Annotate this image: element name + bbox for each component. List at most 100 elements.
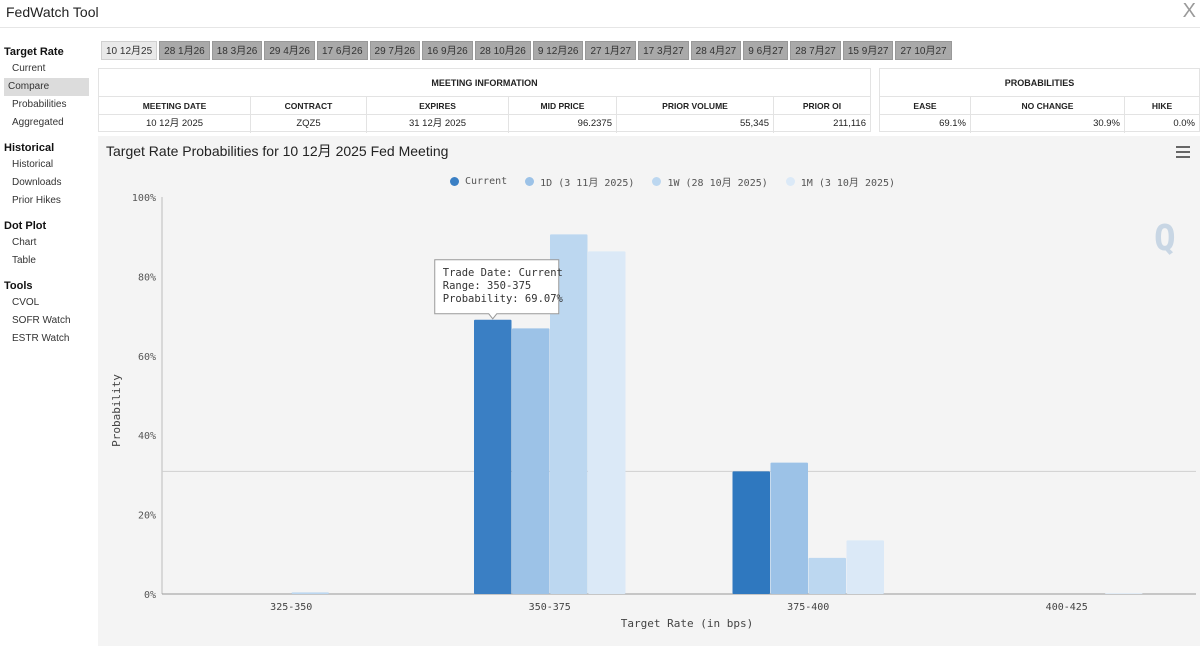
bar-350-375-series-3[interactable] <box>588 251 626 594</box>
tab-meeting-4[interactable]: 17 6月26 <box>316 41 368 60</box>
sidebar-heading-dot-plot: Dot Plot <box>4 220 47 232</box>
chart-legend: Current 1D (3 11月 2025) 1W (28 10月 2025) 1M… <box>450 174 913 189</box>
value-probabilities-2: 0.0% <box>1173 118 1195 129</box>
sidebar-section-target-rate: Target Rate Current Compare Probabilities Ag… <box>0 44 96 132</box>
header-probabilities-1: NO CHANGE <box>971 97 1125 114</box>
sidebar-item-probabilities[interactable]: Probabilities <box>12 99 67 110</box>
value-probabilities-0: 69.1% <box>880 115 971 133</box>
x-tick-label: 375-400 <box>787 602 829 613</box>
header-meeting-info-0: MEETING DATE <box>99 97 251 114</box>
tab-meeting-5[interactable]: 29 7月26 <box>369 41 421 60</box>
sidebar-item-estr-watch[interactable]: ESTR Watch <box>12 333 70 344</box>
meeting-information-panel: MEETING INFORMATION MEETING DATE CONTRACT… <box>98 68 871 133</box>
probabilities-value-row: 69.1% 30.9% 0.0% <box>880 115 1199 133</box>
y-tick-label: 40% <box>138 431 156 442</box>
sidebar-item-sofr-watch[interactable]: SOFR Watch <box>12 315 71 326</box>
tab-meeting-10[interactable]: 17 3月27 <box>638 41 689 60</box>
legend-item-3[interactable]: 1M (3 10月 2025) <box>785 174 896 189</box>
bar-chart: 0% 20% 40% 60% 80% 100% 325-350 350-375 375-400 4… <box>110 193 1196 630</box>
tab-meeting-8[interactable]: 9 12月26 <box>532 41 584 60</box>
sidebar-section-historical: Historical Historical Downloads Prior Hikes <box>0 140 96 210</box>
header-meeting-info-3: MID PRICE <box>509 97 617 114</box>
value-meeting-info-1: ZQZ5 <box>251 115 367 133</box>
tab-meeting-9[interactable]: 27 1月27 <box>585 41 637 60</box>
bar-375-400-series-2[interactable] <box>808 557 847 594</box>
close-icon[interactable]: X <box>1182 0 1196 22</box>
x-axis-label: Target Rate (in bps) <box>621 617 753 630</box>
chart-container: Target Rate Probabilities for 10 12月 202… <box>98 136 1200 646</box>
value-meeting-info-2: 31 12月 2025 <box>367 115 509 133</box>
tab-meeting-11[interactable]: 28 4月27 <box>690 41 742 60</box>
y-tick-label: 100% <box>132 193 156 204</box>
bar-375-400-series-3[interactable] <box>846 540 885 594</box>
bar-325-350-series-2[interactable] <box>291 592 330 594</box>
sidebar-item-chart[interactable]: Chart <box>12 237 37 248</box>
legend-label-3: 1M (3 10月 2025) <box>800 178 896 189</box>
sidebar-heading-target-rate: Target Rate <box>4 46 64 58</box>
legend-dot-0 <box>450 177 459 186</box>
meeting-information-header-row: MEETING DATE CONTRACT EXPIRES MID PRICE PRIO… <box>99 97 870 115</box>
sidebar-section-dot-plot: Dot Plot Chart Table <box>0 218 96 270</box>
sidebar-section-tools: Tools CVOL SOFR Watch ESTR Watch <box>0 278 96 348</box>
header-probabilities-2: HIKE <box>1151 101 1173 111</box>
header-probabilities-0: EASE <box>880 97 971 114</box>
legend-item-0[interactable]: Current <box>450 174 507 189</box>
y-tick-label: 80% <box>138 272 156 283</box>
app-title: FedWatch Tool <box>6 4 99 20</box>
y-axis-label: Probability <box>110 374 123 447</box>
bar-350-375-series-0[interactable] <box>474 319 512 594</box>
header-meeting-info-4: PRIOR VOLUME <box>617 97 774 114</box>
tab-meeting-12[interactable]: 9 6月27 <box>743 41 789 60</box>
hamburger-menu-icon[interactable] <box>1176 146 1190 158</box>
title-bar: FedWatch Tool X <box>0 0 1200 28</box>
bar-375-400-series-0[interactable] <box>732 471 771 594</box>
meeting-date-tabs: 10 12月25 28 1月26 18 3月26 29 4月26 17 6月26 29 7… <box>101 41 954 60</box>
tab-meeting-14[interactable]: 15 9月27 <box>842 41 894 60</box>
chart-title: Target Rate Probabilities for 10 12月 202… <box>106 143 449 159</box>
bar-400-425-series-3[interactable] <box>1105 593 1143 594</box>
y-tick-label: 20% <box>138 511 156 522</box>
header-meeting-info-5: PRIOR OI <box>802 101 842 111</box>
sidebar-item-table[interactable]: Table <box>12 255 36 266</box>
tab-meeting-6[interactable]: 16 9月26 <box>422 41 473 60</box>
tab-meeting-7[interactable]: 28 10月26 <box>474 41 531 60</box>
legend-label-0: Current <box>465 176 508 187</box>
legend-dot-1 <box>525 177 535 186</box>
tab-meeting-2[interactable]: 18 3月26 <box>211 41 263 60</box>
legend-label-1: 1D (3 11月 2025) <box>540 178 635 189</box>
meeting-information-heading: MEETING INFORMATION <box>99 69 870 97</box>
x-tick-label: 325-350 <box>270 602 312 613</box>
legend-dot-3 <box>785 177 795 186</box>
bar-350-375-series-2[interactable] <box>550 234 588 594</box>
sidebar-item-current[interactable]: Current <box>12 63 46 74</box>
watermark-logo-icon: Q <box>1154 218 1176 259</box>
meeting-information-value-row: 10 12月 2025 ZQZ5 31 12月 2025 96.2375 55,345 2… <box>99 115 870 133</box>
sidebar-item-aggregated[interactable]: Aggregated <box>12 117 64 128</box>
x-tick-label: 350-375 <box>529 602 571 613</box>
legend-item-1[interactable]: 1D (3 11月 2025) <box>525 174 634 189</box>
legend-item-2[interactable]: 1W (28 10月 2025) <box>652 174 768 189</box>
tab-meeting-3[interactable]: 29 4月26 <box>264 41 315 60</box>
header-meeting-info-2: EXPIRES <box>367 97 509 114</box>
value-probabilities-1: 30.9% <box>971 115 1125 133</box>
sidebar-item-historical[interactable]: Historical <box>12 159 54 170</box>
tab-meeting-15[interactable]: 27 10月27 <box>895 41 952 60</box>
bar-350-375-series-1[interactable] <box>512 328 550 594</box>
value-meeting-info-5: 211,116 <box>833 118 866 129</box>
sidebar-item-cvol[interactable]: CVOL <box>12 297 40 308</box>
sidebar-item-prior-hikes[interactable]: Prior Hikes <box>12 195 61 206</box>
y-tick-label: 60% <box>138 352 156 363</box>
tab-meeting-0[interactable]: 10 12月25 <box>101 41 158 60</box>
tab-meeting-13[interactable]: 28 7月27 <box>790 41 841 60</box>
sidebar-heading-tools: Tools <box>4 280 33 292</box>
bar-375-400-series-1[interactable] <box>770 462 809 594</box>
legend-dot-2 <box>652 177 662 186</box>
tooltip-line-1: Range: 350-375 <box>443 280 532 292</box>
tab-meeting-1[interactable]: 28 1月26 <box>159 41 210 60</box>
tooltip-box <box>434 259 560 320</box>
sidebar-item-downloads[interactable]: Downloads <box>12 177 62 188</box>
value-meeting-info-3: 96.2375 <box>509 115 617 133</box>
sidebar-heading-historical: Historical <box>4 142 55 154</box>
sidebar-item-compare[interactable]: Compare <box>4 78 89 96</box>
legend-label-2: 1W (28 10月 2025) <box>667 178 768 189</box>
